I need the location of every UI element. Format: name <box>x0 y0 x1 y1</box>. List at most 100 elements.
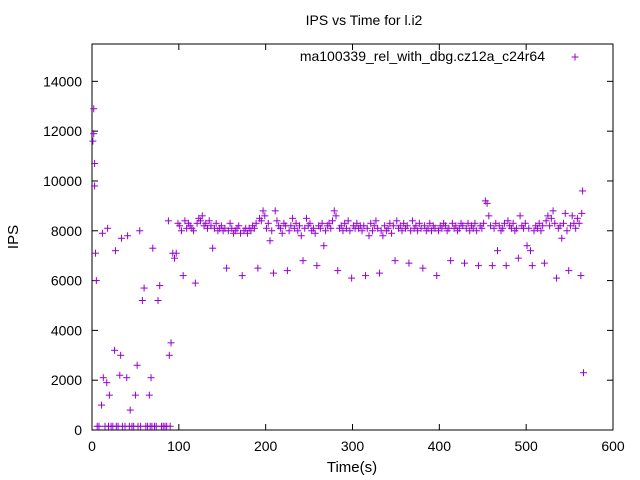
data-point <box>504 217 512 225</box>
data-point <box>299 257 307 265</box>
data-point <box>549 207 557 215</box>
data-point <box>575 219 583 227</box>
data-point <box>561 209 569 217</box>
data-point <box>389 222 397 230</box>
data-point <box>98 229 106 237</box>
data-point <box>198 212 206 220</box>
data-point <box>297 232 305 240</box>
data-point <box>502 262 510 270</box>
data-point <box>332 212 340 220</box>
data-point <box>104 224 112 232</box>
data-point <box>103 379 111 387</box>
data-point <box>111 346 119 354</box>
data-point <box>513 224 521 232</box>
data-point <box>384 224 392 232</box>
legend: ma100339_rel_with_dbg.cz12a_c24r64 <box>300 48 579 64</box>
y-tick-label: 0 <box>74 422 82 438</box>
data-point <box>516 212 524 220</box>
data-point <box>179 272 187 280</box>
data-point <box>259 207 267 215</box>
data-point <box>90 130 98 138</box>
data-point <box>403 222 411 230</box>
data-point <box>363 224 371 232</box>
data-point <box>226 219 234 227</box>
data-point <box>105 391 113 399</box>
data-point <box>553 274 561 282</box>
data-point <box>131 391 139 399</box>
x-tick-label: 100 <box>167 438 191 454</box>
data-point <box>140 284 148 292</box>
data-point <box>98 401 106 409</box>
data-point <box>473 227 481 235</box>
data-point <box>330 207 338 215</box>
data-point <box>318 219 326 227</box>
y-tick-label: 12000 <box>43 123 82 139</box>
data-point <box>372 217 380 225</box>
data-point <box>415 219 423 227</box>
data-point <box>124 232 132 240</box>
data-point <box>433 272 441 280</box>
data-point <box>91 160 99 168</box>
data-point <box>177 227 185 235</box>
y-tick-label: 8000 <box>51 223 82 239</box>
data-point <box>90 105 98 113</box>
data-point <box>334 267 342 275</box>
data-point <box>471 219 479 227</box>
data-point <box>89 137 97 145</box>
data-point <box>393 217 401 225</box>
x-tick-label: 400 <box>428 438 452 454</box>
data-point <box>133 361 141 369</box>
data-point <box>320 242 328 250</box>
data-point <box>235 222 243 230</box>
data-point <box>547 214 555 222</box>
data-point <box>285 227 293 235</box>
data-point <box>276 224 284 232</box>
data-point <box>388 229 396 237</box>
data-point <box>99 374 107 382</box>
data-point <box>165 351 173 359</box>
data-point <box>91 182 99 190</box>
x-axis: 0 100 200 300 400 500 600 <box>88 44 625 454</box>
data-point <box>283 267 291 275</box>
data-point <box>289 214 297 222</box>
y-tick-label: 14000 <box>43 73 82 89</box>
data-point <box>313 262 321 270</box>
data-point <box>269 269 277 277</box>
data-point <box>149 244 157 252</box>
data-point <box>257 217 265 225</box>
data-point <box>166 422 174 430</box>
data-point <box>170 254 178 262</box>
data-point <box>579 187 587 195</box>
data-point <box>147 374 155 382</box>
data-point <box>302 214 310 222</box>
data-point <box>348 274 356 282</box>
data-point <box>197 217 205 225</box>
x-tick-label: 0 <box>88 438 96 454</box>
data-point <box>91 249 99 257</box>
data-point <box>488 262 496 270</box>
data-point <box>527 247 535 255</box>
data-point <box>254 264 262 272</box>
x-tick-label: 600 <box>601 438 625 454</box>
y-tick-label: 4000 <box>51 322 82 338</box>
data-point <box>252 219 260 227</box>
data-point <box>136 227 144 235</box>
data-point <box>408 217 416 225</box>
x-tick-label: 200 <box>254 438 278 454</box>
data-point <box>391 257 399 265</box>
data-point <box>250 224 258 232</box>
data-point <box>578 209 586 217</box>
data-point <box>405 259 413 267</box>
data-point <box>271 207 279 215</box>
data-point <box>565 267 573 275</box>
data-point <box>365 232 373 240</box>
data-point <box>116 371 124 379</box>
data-point <box>447 257 455 265</box>
data-point <box>176 222 184 230</box>
data-point <box>523 242 531 250</box>
data-point <box>327 224 335 232</box>
data-point <box>126 406 134 414</box>
data-point <box>485 212 493 220</box>
data-point <box>123 374 131 382</box>
